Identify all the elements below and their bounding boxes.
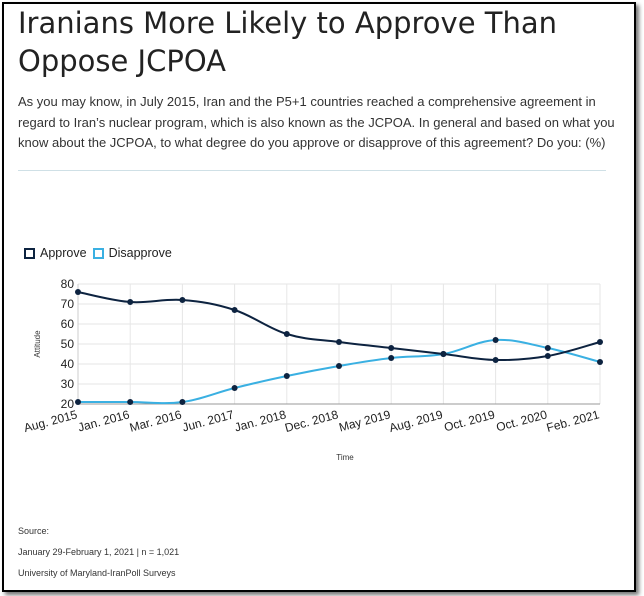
y-tick-label: 80: [61, 277, 75, 291]
data-point-approve: [231, 307, 238, 313]
page-title: Iranians More Likely to Approve Than Opp…: [18, 4, 618, 80]
y-tick-label: 20: [61, 397, 75, 411]
data-point-approve: [544, 353, 551, 359]
y-tick-label: 60: [61, 317, 75, 331]
data-point-approve: [597, 339, 603, 345]
data-point-disapprove: [544, 345, 551, 351]
y-tick-label: 40: [61, 357, 75, 371]
y-tick-label: 30: [61, 377, 75, 391]
legend-swatch-approve: [24, 247, 35, 259]
legend-label-approve: Approve: [40, 246, 87, 260]
data-point-disapprove: [336, 363, 342, 369]
legend-item-disapprove[interactable]: Disapprove: [92, 246, 172, 260]
data-point-approve: [440, 351, 447, 357]
data-point-disapprove: [127, 399, 134, 405]
data-point-disapprove: [492, 337, 499, 343]
legend-label-disapprove: Disapprove: [108, 246, 172, 260]
title-line-2: Oppose JCPOA: [18, 44, 226, 78]
data-point-approve: [283, 331, 290, 337]
survey-organization: University of Maryland-IranPoll Surveys: [18, 568, 176, 578]
x-tick-label: Mar. 2016: [128, 407, 183, 434]
legend-swatch-disapprove: [92, 247, 104, 259]
x-axis-title: Time: [336, 453, 354, 462]
x-tick-label: Dec. 2018: [283, 407, 340, 435]
x-tick-label: Aug. 2019: [388, 407, 445, 435]
data-point-approve: [127, 299, 134, 305]
data-point-disapprove: [283, 373, 290, 379]
data-point-disapprove: [597, 359, 603, 365]
x-tick-label: Oct. 2020: [495, 407, 549, 434]
data-point-disapprove: [75, 399, 81, 405]
chart-legend: Approve Disapprove: [24, 246, 178, 260]
y-tick-label: 70: [61, 297, 75, 311]
x-tick-label: Feb. 2021: [545, 407, 601, 435]
data-point-disapprove: [231, 385, 238, 391]
data-point-approve: [388, 345, 395, 351]
survey-question: As you may know, in July 2015, Iran and …: [18, 94, 615, 150]
y-tick-label: 50: [61, 337, 75, 351]
data-point-disapprove: [179, 399, 186, 405]
title-line-1: Iranians More Likely to Approve Than: [18, 6, 558, 40]
survey-dates: January 29-February 1, 2021 | n = 1,021: [18, 547, 180, 557]
x-tick-label: Jan. 2016: [76, 407, 131, 434]
data-point-approve: [336, 339, 342, 345]
chart-card: Iranians More Likely to Approve Than Opp…: [2, 2, 636, 592]
x-tick-label: Jan. 2018: [233, 407, 288, 434]
data-point-approve: [75, 289, 81, 295]
data-point-approve: [492, 357, 499, 363]
divider: [18, 170, 606, 171]
x-tick-label: Jun. 2017: [181, 407, 236, 434]
x-tick-label: Oct. 2019: [442, 407, 496, 434]
data-point-disapprove: [388, 355, 395, 361]
source-label: Source:: [18, 526, 50, 536]
data-point-approve: [179, 297, 186, 303]
y-axis-title: Attitude: [33, 330, 42, 358]
x-tick-label: Aug. 2015: [22, 407, 79, 435]
x-tick-label: May 2019: [337, 407, 392, 434]
legend-item-approve[interactable]: Approve: [24, 246, 87, 260]
